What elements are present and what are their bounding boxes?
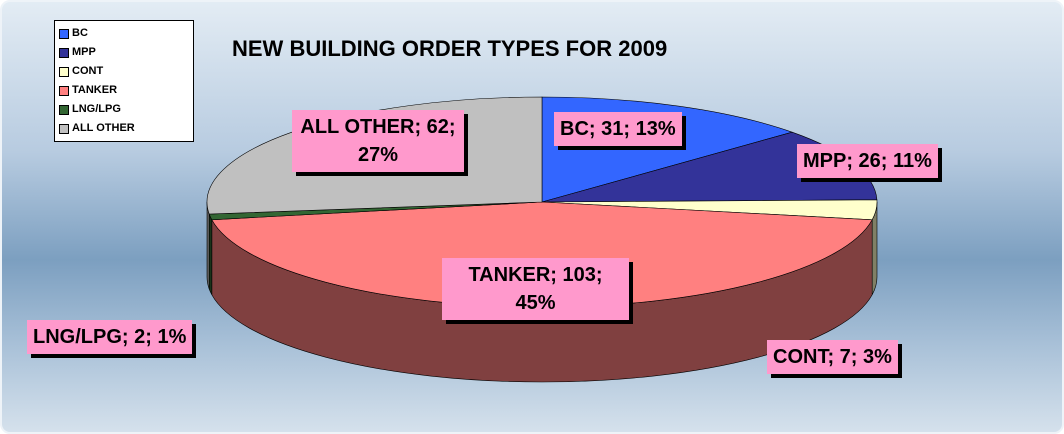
legend-label: ALL OTHER — [72, 122, 135, 134]
legend-label: LNG/LPG — [72, 103, 121, 115]
legend-item: CONT — [59, 62, 189, 81]
legend-label: CONT — [72, 65, 104, 77]
legend: BC MPP CONT TANKER LNG/LPG ALL OTHER — [54, 20, 194, 142]
slice-side — [208, 214, 213, 295]
legend-item: BC — [59, 24, 189, 43]
data-label: MPP; 26; 11% — [797, 144, 938, 178]
legend-swatch — [59, 123, 69, 134]
legend-swatch — [59, 66, 69, 77]
data-label: LNG/LPG; 2; 1% — [27, 320, 193, 354]
chart-title: NEW BUILDING ORDER TYPES FOR 2009 — [232, 36, 668, 61]
legend-item: MPP — [59, 43, 189, 62]
data-label: TANKER; 103; 45% — [442, 258, 629, 320]
data-label: ALL OTHER; 62; 27% — [292, 110, 464, 172]
slice-side — [206, 201, 210, 290]
legend-item: TANKER — [59, 81, 189, 100]
legend-swatch — [59, 47, 69, 58]
legend-item: LNG/LPG — [59, 100, 189, 119]
data-label: CONT; 7; 3% — [767, 340, 898, 374]
legend-swatch — [59, 104, 69, 115]
legend-item: ALL OTHER — [59, 119, 189, 138]
data-label: BC; 31; 13% — [554, 112, 682, 146]
legend-label: BC — [72, 27, 88, 39]
legend-label: MPP — [72, 46, 96, 58]
legend-swatch — [59, 85, 69, 96]
legend-label: TANKER — [72, 84, 118, 96]
legend-swatch — [59, 28, 69, 39]
